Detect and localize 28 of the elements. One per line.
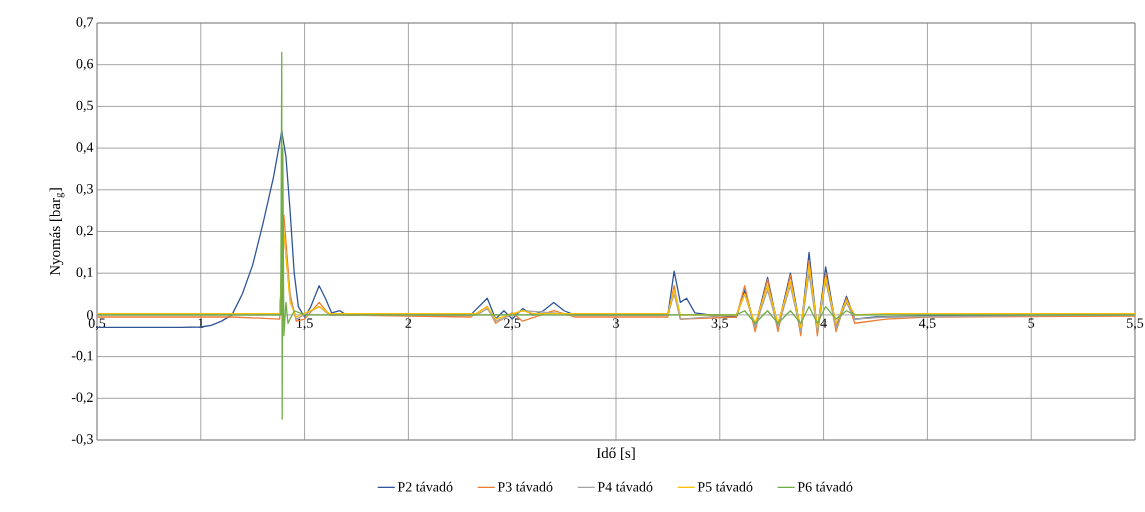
x-tick-label: 3 — [613, 318, 619, 328]
y-tick-label: -0,1 — [71, 350, 93, 363]
y-tick-label: 0,3 — [76, 184, 93, 196]
x-tick-label: 2,5 — [504, 318, 521, 330]
y-tick-label: -0,3 — [71, 434, 93, 446]
x-tick-label: 3,5 — [711, 318, 729, 330]
y-tick-label: 0,7 — [76, 17, 94, 29]
y-tick-label: -0,2 — [71, 392, 93, 405]
x-tick-label: 5,5 — [1127, 318, 1144, 330]
x-tick-label: 4 — [820, 318, 827, 328]
y-tick-label: 0,2 — [76, 225, 93, 238]
y-tick-label: 0,4 — [76, 142, 94, 154]
x-tick-label: 2 — [405, 318, 412, 328]
y-tick-label: 0,5 — [76, 100, 93, 113]
y-tick-label: 0,1 — [76, 267, 93, 279]
legend-label: P3 távadó — [497, 481, 553, 492]
legend-label: P5 távadó — [697, 481, 753, 492]
legend-label: P6 távadó — [797, 481, 853, 492]
y-tick-label: 0,6 — [76, 58, 94, 71]
y-tick-label: 0 — [87, 310, 93, 320]
x-axis-title: Idő [s] — [596, 447, 635, 460]
x-tick-label: 4,5 — [918, 318, 936, 330]
x-tick-label: 5 — [1028, 318, 1035, 328]
y-axis-title: Nyomás [bar$_{g}$] — [49, 188, 65, 276]
legend-label: P2 távadó — [397, 481, 453, 492]
x-tick-label: 1,5 — [297, 318, 313, 330]
x-tick-label: 1 — [198, 318, 204, 328]
legend-label: P4 távadó — [597, 481, 653, 492]
